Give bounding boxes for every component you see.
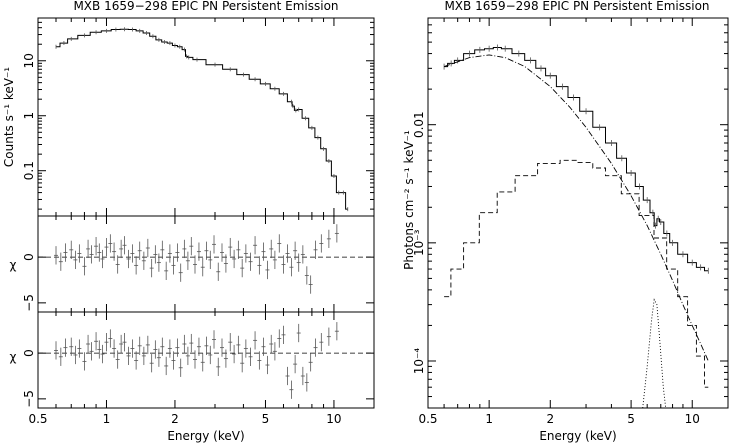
left-chart-title: MXB 1659−298 EPIC PN Persistent Emission	[73, 0, 338, 13]
left-xlabel: Energy (keV)	[167, 429, 244, 443]
left-residuals-1-panel: −5 0 χ	[10, 215, 375, 313]
right-component-1-line	[443, 54, 709, 362]
right-unfolded-ylabel: Photons cm⁻² s⁻¹ keV⁻¹	[402, 130, 416, 270]
right-component-2-line	[444, 159, 709, 388]
right-unfolded-x-tick-label: 5	[627, 412, 635, 426]
right-unfolded-x-tick-label: 10	[685, 412, 700, 426]
right-unfolded-x-tick-label: 0.5	[418, 412, 437, 426]
left-residuals-2-y-tick-label: −5	[22, 390, 36, 408]
left-residuals-2-x-tick-label: 1	[103, 412, 111, 426]
right-xlabel: Energy (keV)	[539, 429, 616, 443]
left-spectrum-y-tick-label: 1	[22, 112, 36, 120]
left-residuals-2-x-tick-label: 5	[262, 412, 270, 426]
left-spectrum-panel: MXB 1659−298 EPIC PN Persistent Emission…	[2, 0, 375, 217]
right-line-component	[642, 298, 667, 408]
left-spectrum-content: 0.1 1 10	[22, 17, 374, 216]
right-unfolded-frame	[427, 17, 729, 409]
left-residuals-1-y-tick-label: 0	[22, 253, 36, 261]
left-residuals-1-ylabel: χ	[10, 258, 17, 272]
right-unfolded-x-tick-label: 1	[485, 412, 493, 426]
right-unfolded-y-tick-label: 10⁻³	[412, 229, 426, 256]
left-residuals-2-x-tick-label: 10	[326, 412, 341, 426]
left-residuals-2-x-tick-label: 2	[171, 412, 179, 426]
right-unfolded-y-tick-label: 10⁻⁴	[412, 348, 426, 375]
left-spectrum-y-tick-label: 0.1	[22, 161, 36, 180]
left-residuals-2-x-tick-label: 0.5	[28, 412, 47, 426]
left-residuals-2-content: 0.5 1 2 5 10 −5 0	[22, 312, 374, 426]
left-spectrum-model-line	[56, 28, 348, 210]
left-residuals-2-panel: 0.5 1 2 5 10 −5 0 χ Energy (keV)	[10, 311, 375, 443]
left-spectrum-frame	[37, 17, 375, 217]
right-unfolded-plot-area	[443, 44, 709, 408]
right-unfolded-panel: MXB 1659−298 EPIC PN Persistent Emission…	[402, 0, 729, 443]
left-residuals-2-y-tick-label: 0	[22, 349, 36, 357]
left-residuals-2-frame	[37, 311, 375, 409]
right-unfolded-content: 0.5 1 2 5 10 10⁻⁴ 10⁻³ 0.01	[412, 17, 728, 426]
right-chart-title: MXB 1659−298 EPIC PN Persistent Emission	[444, 0, 709, 13]
right-unfolded-y-tick-label: 0.01	[412, 111, 426, 138]
left-residuals-1-y-tick-label: −5	[22, 294, 36, 312]
right-total-model-line	[444, 47, 709, 272]
left-residuals-1-frame	[37, 215, 375, 313]
right-unfolded-x-tick-label: 2	[546, 412, 554, 426]
left-residuals-1-content: −5 0	[22, 216, 374, 312]
left-spectrum-y-tick-label: 10	[22, 53, 36, 68]
left-spectrum-ylabel: Counts s⁻¹ keV⁻¹	[2, 67, 16, 167]
left-residuals-2-ylabel: χ	[10, 350, 17, 364]
